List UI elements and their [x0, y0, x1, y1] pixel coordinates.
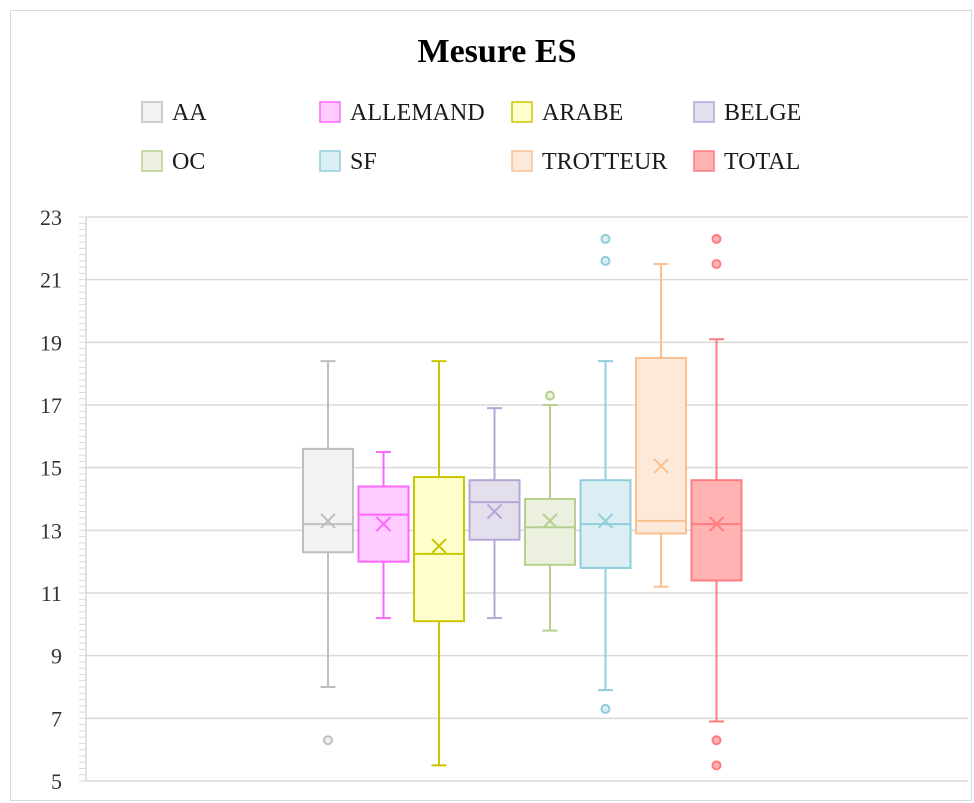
legend-label: OC: [172, 149, 205, 175]
legend-swatch: [693, 101, 715, 123]
mean-marker: [486, 503, 503, 520]
outlier-point: [711, 233, 722, 244]
y-tick-label: 5: [51, 769, 62, 794]
iqr-box: [690, 479, 743, 582]
y-tick-label: 9: [51, 644, 62, 669]
legend-label: ARABE: [542, 100, 623, 126]
iqr-box: [524, 498, 576, 566]
boxes: [302, 233, 743, 771]
box-arabe: [413, 360, 465, 767]
outlier-point: [323, 735, 333, 746]
iqr-box: [302, 447, 354, 554]
legend-swatch: [141, 101, 163, 123]
legend-label: TOTAL: [724, 149, 800, 175]
mean-marker: [653, 458, 669, 474]
mean-marker: [431, 538, 447, 554]
mean-marker: [320, 513, 336, 529]
y-tick-label: 11: [41, 581, 62, 606]
box-belge: [468, 407, 521, 620]
box-allemand: [357, 451, 410, 620]
outlier-point: [600, 255, 611, 266]
outlier-point: [711, 760, 722, 771]
y-tick-label: 15: [40, 456, 62, 481]
legend-label: BELGE: [724, 100, 801, 126]
legend-label: TROTTEUR: [542, 149, 667, 175]
legend-label: SF: [350, 149, 377, 175]
iqr-box: [468, 479, 521, 541]
y-tick-label: 23: [40, 205, 62, 230]
legend-swatch: [511, 150, 533, 172]
box-sf: [579, 233, 632, 714]
mean-marker: [708, 516, 725, 532]
y-tick-label: 19: [40, 330, 62, 355]
mean-marker: [375, 516, 392, 532]
legend-swatch: [319, 101, 341, 123]
outlier-point: [711, 259, 722, 269]
box-trotteur: [635, 263, 687, 588]
y-tick-label: 13: [40, 518, 62, 543]
iqr-box: [413, 476, 465, 623]
legend-swatch: [511, 101, 533, 123]
chart-title: Mesure ES: [418, 33, 577, 70]
iqr-box: [635, 357, 687, 535]
outlier-point: [711, 735, 722, 746]
y-tick-label: 7: [51, 706, 62, 731]
outlier-point: [545, 390, 555, 401]
legend-swatch: [693, 150, 715, 172]
mean-marker: [542, 513, 558, 529]
y-tick-label: 17: [40, 393, 62, 418]
y-axis: 5 7 9 11 13 15 17 19 21 23: [40, 205, 87, 794]
outlier-point: [600, 233, 611, 244]
outlier-point: [600, 703, 611, 714]
box-oc: [524, 390, 576, 632]
legend-swatch: [141, 150, 163, 172]
mean-marker: [597, 513, 614, 529]
legend-label: ALLEMAND: [350, 100, 485, 126]
box-total: [690, 233, 743, 771]
gridlines: [86, 216, 968, 782]
legend-label: AA: [172, 100, 207, 126]
legend: AA ALLEMAND ARABE BELGE OC SF TROTTEUR TOTAL: [141, 100, 801, 175]
y-tick-label: 21: [40, 268, 62, 293]
box-aa: [302, 360, 354, 746]
legend-swatch: [319, 150, 341, 172]
